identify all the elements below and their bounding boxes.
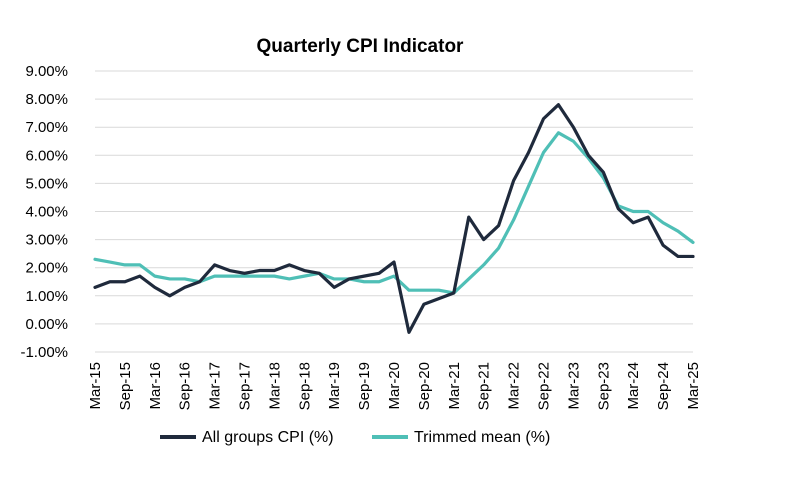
y-tick-label: 3.00% bbox=[25, 232, 68, 249]
series-lines bbox=[93, 103, 695, 334]
y-tick-label: 6.00% bbox=[25, 147, 68, 164]
legend-label: All groups CPI (%) bbox=[202, 429, 334, 446]
x-tick-label: Sep-21 bbox=[476, 362, 493, 410]
y-tick-label: -1.00% bbox=[20, 344, 68, 361]
x-tick-label: Mar-24 bbox=[625, 362, 642, 410]
x-tick-label: Sep-17 bbox=[237, 362, 254, 410]
x-tick-label: Mar-19 bbox=[326, 362, 343, 410]
x-tick-label: Mar-15 bbox=[87, 362, 104, 410]
x-tick-label: Sep-22 bbox=[536, 362, 553, 410]
x-tick-label: Sep-19 bbox=[356, 362, 373, 410]
y-tick-label: 5.00% bbox=[25, 175, 68, 192]
x-tick-label: Sep-15 bbox=[117, 362, 134, 410]
gridlines bbox=[95, 70, 693, 353]
legend-label: Trimmed mean (%) bbox=[414, 429, 550, 446]
x-tick-label: Mar-18 bbox=[266, 362, 283, 410]
x-tick-label: Mar-21 bbox=[446, 362, 463, 410]
series-line bbox=[93, 103, 695, 334]
y-tick-label: 7.00% bbox=[25, 119, 68, 136]
x-tick-label: Mar-17 bbox=[207, 362, 224, 410]
x-tick-label: Sep-18 bbox=[296, 362, 313, 410]
y-tick-label: 2.00% bbox=[25, 260, 68, 277]
chart-title: Quarterly CPI Indicator bbox=[257, 36, 465, 57]
x-tick-label: Mar-20 bbox=[386, 362, 403, 410]
y-axis-ticks: -1.00% 0.00% 1.00% 2.00% 3.00% 4.00% 5.00% 6.00… bbox=[20, 63, 68, 361]
series-line bbox=[93, 131, 695, 295]
x-tick-label: Mar-22 bbox=[506, 362, 523, 410]
legend: All groups CPI (%) Trimmed mean (%) bbox=[160, 429, 550, 446]
x-tick-label: Sep-16 bbox=[177, 362, 194, 410]
y-tick-label: 8.00% bbox=[25, 91, 68, 108]
x-tick-label: Sep-20 bbox=[416, 362, 433, 410]
y-tick-label: 0.00% bbox=[25, 316, 68, 333]
x-tick-label: Mar-23 bbox=[565, 362, 582, 410]
x-tick-label: Mar-25 bbox=[685, 362, 702, 410]
x-axis-ticks: Mar-15 Sep-15 Mar-16 Sep-16 Mar-17 Sep-17 Mar-… bbox=[87, 362, 702, 410]
x-tick-label: Sep-24 bbox=[655, 362, 672, 410]
x-tick-label: Mar-16 bbox=[147, 362, 164, 410]
x-tick-label: Sep-23 bbox=[595, 362, 612, 410]
y-tick-label: 4.00% bbox=[25, 204, 68, 221]
y-tick-label: 9.00% bbox=[25, 63, 68, 80]
y-tick-label: 1.00% bbox=[25, 288, 68, 305]
